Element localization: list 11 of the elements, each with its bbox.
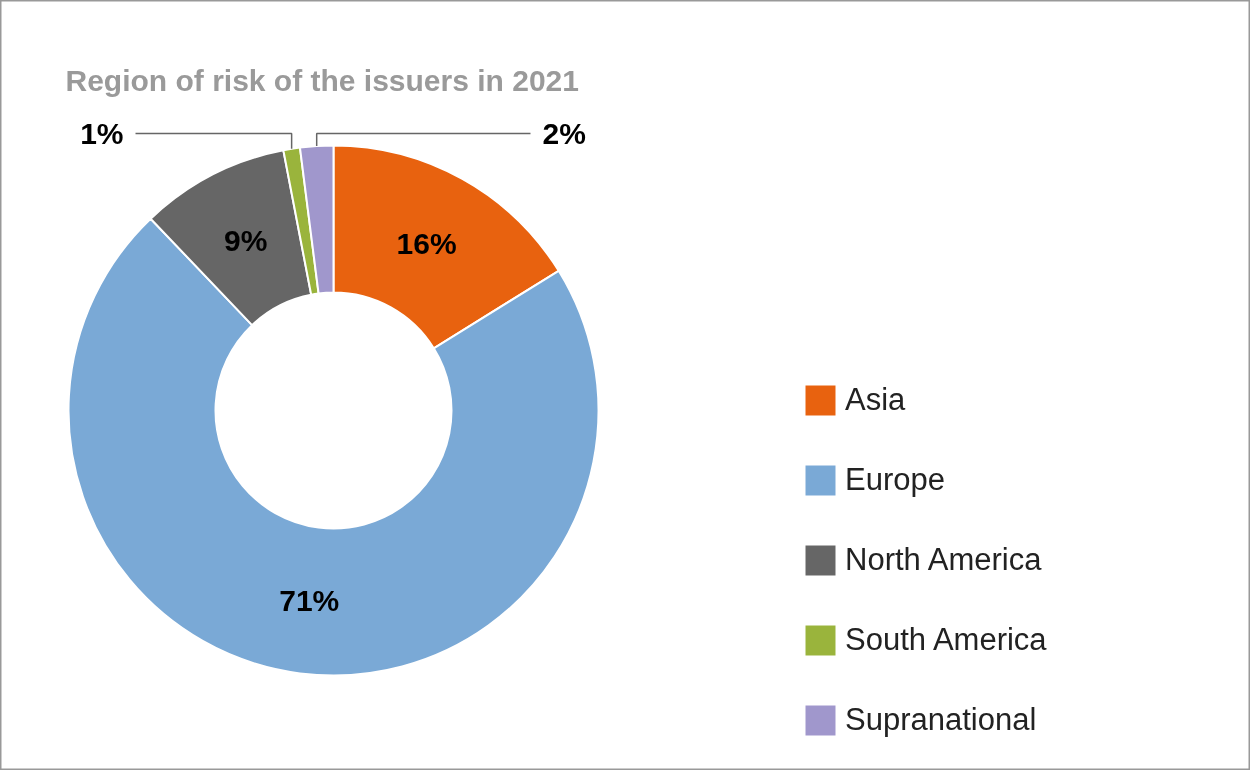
legend-label: South America	[845, 622, 1047, 658]
data-label: 9%	[224, 223, 268, 257]
data-label: 71%	[279, 583, 340, 617]
legend-label: Europe	[845, 462, 945, 498]
data-label: 1%	[80, 117, 124, 150]
legend-label: North America	[845, 542, 1042, 578]
data-label: 16%	[396, 226, 457, 260]
chart-title: Region of risk of the issuers in 2021	[65, 64, 579, 97]
legend-label: Supranational	[845, 702, 1037, 738]
data-label: 2%	[542, 117, 586, 150]
legend-label: Asia	[845, 382, 906, 418]
